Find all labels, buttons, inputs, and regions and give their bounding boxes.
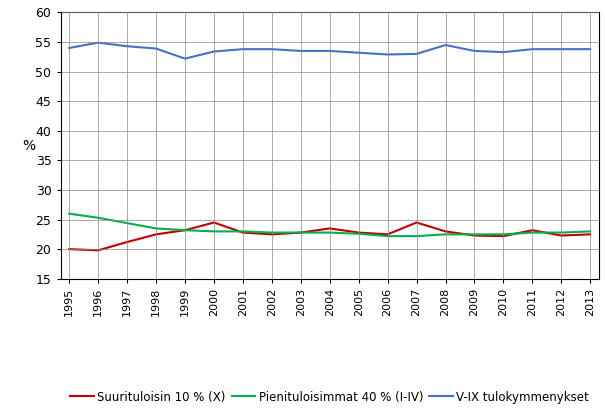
Line: Pienituloisimmat 40 % (I-IV): Pienituloisimmat 40 % (I-IV) [69, 214, 590, 236]
Pienituloisimmat 40 % (I-IV) [500, 232, 507, 237]
Suurituloisin 10 % (X) [94, 248, 102, 253]
V-IX tulokymmenykset [442, 42, 449, 47]
Pienituloisimmat 40 % (I-IV) [587, 229, 594, 234]
Pienituloisimmat 40 % (I-IV) [471, 232, 478, 237]
V-IX tulokymmenykset [297, 48, 304, 53]
Line: V-IX tulokymmenykset: V-IX tulokymmenykset [69, 43, 590, 59]
Pienituloisimmat 40 % (I-IV) [239, 229, 246, 234]
Legend: Suurituloisin 10 % (X), Pienituloisimmat 40 % (I-IV), V-IX tulokymmenykset: Suurituloisin 10 % (X), Pienituloisimmat… [65, 386, 594, 408]
Line: Suurituloisin 10 % (X): Suurituloisin 10 % (X) [69, 223, 590, 250]
Suurituloisin 10 % (X) [442, 229, 449, 234]
Suurituloisin 10 % (X) [413, 220, 420, 225]
Suurituloisin 10 % (X) [587, 232, 594, 237]
Pienituloisimmat 40 % (I-IV) [326, 230, 333, 235]
V-IX tulokymmenykset [152, 46, 160, 51]
Y-axis label: %: % [22, 139, 35, 153]
Suurituloisin 10 % (X) [384, 232, 391, 237]
Pienituloisimmat 40 % (I-IV) [442, 232, 449, 237]
Pienituloisimmat 40 % (I-IV) [152, 226, 160, 231]
Pienituloisimmat 40 % (I-IV) [268, 230, 275, 235]
V-IX tulokymmenykset [326, 48, 333, 53]
Pienituloisimmat 40 % (I-IV) [182, 228, 189, 233]
V-IX tulokymmenykset [471, 48, 478, 53]
Pienituloisimmat 40 % (I-IV) [529, 230, 536, 235]
Pienituloisimmat 40 % (I-IV) [558, 230, 565, 235]
Pienituloisimmat 40 % (I-IV) [94, 215, 102, 220]
Pienituloisimmat 40 % (I-IV) [297, 230, 304, 235]
Suurituloisin 10 % (X) [123, 240, 131, 245]
Suurituloisin 10 % (X) [326, 226, 333, 231]
V-IX tulokymmenykset [558, 47, 565, 52]
Pienituloisimmat 40 % (I-IV) [211, 229, 218, 234]
Pienituloisimmat 40 % (I-IV) [355, 231, 362, 236]
V-IX tulokymmenykset [529, 47, 536, 52]
Pienituloisimmat 40 % (I-IV) [413, 234, 420, 239]
V-IX tulokymmenykset [587, 47, 594, 52]
V-IX tulokymmenykset [94, 40, 102, 45]
Suurituloisin 10 % (X) [529, 228, 536, 233]
Suurituloisin 10 % (X) [268, 232, 275, 237]
V-IX tulokymmenykset [355, 50, 362, 55]
V-IX tulokymmenykset [182, 56, 189, 61]
Suurituloisin 10 % (X) [182, 228, 189, 233]
V-IX tulokymmenykset [211, 49, 218, 54]
V-IX tulokymmenykset [384, 52, 391, 57]
V-IX tulokymmenykset [500, 50, 507, 54]
V-IX tulokymmenykset [268, 47, 275, 52]
Suurituloisin 10 % (X) [297, 230, 304, 235]
Suurituloisin 10 % (X) [500, 234, 507, 239]
Suurituloisin 10 % (X) [558, 233, 565, 238]
V-IX tulokymmenykset [239, 47, 246, 52]
Pienituloisimmat 40 % (I-IV) [123, 220, 131, 225]
Pienituloisimmat 40 % (I-IV) [65, 211, 73, 216]
V-IX tulokymmenykset [65, 45, 73, 50]
Suurituloisin 10 % (X) [471, 233, 478, 238]
Suurituloisin 10 % (X) [65, 247, 73, 252]
V-IX tulokymmenykset [123, 44, 131, 49]
Suurituloisin 10 % (X) [152, 232, 160, 237]
Pienituloisimmat 40 % (I-IV) [384, 234, 391, 239]
Suurituloisin 10 % (X) [355, 230, 362, 235]
V-IX tulokymmenykset [413, 52, 420, 57]
Suurituloisin 10 % (X) [239, 230, 246, 235]
Suurituloisin 10 % (X) [211, 220, 218, 225]
